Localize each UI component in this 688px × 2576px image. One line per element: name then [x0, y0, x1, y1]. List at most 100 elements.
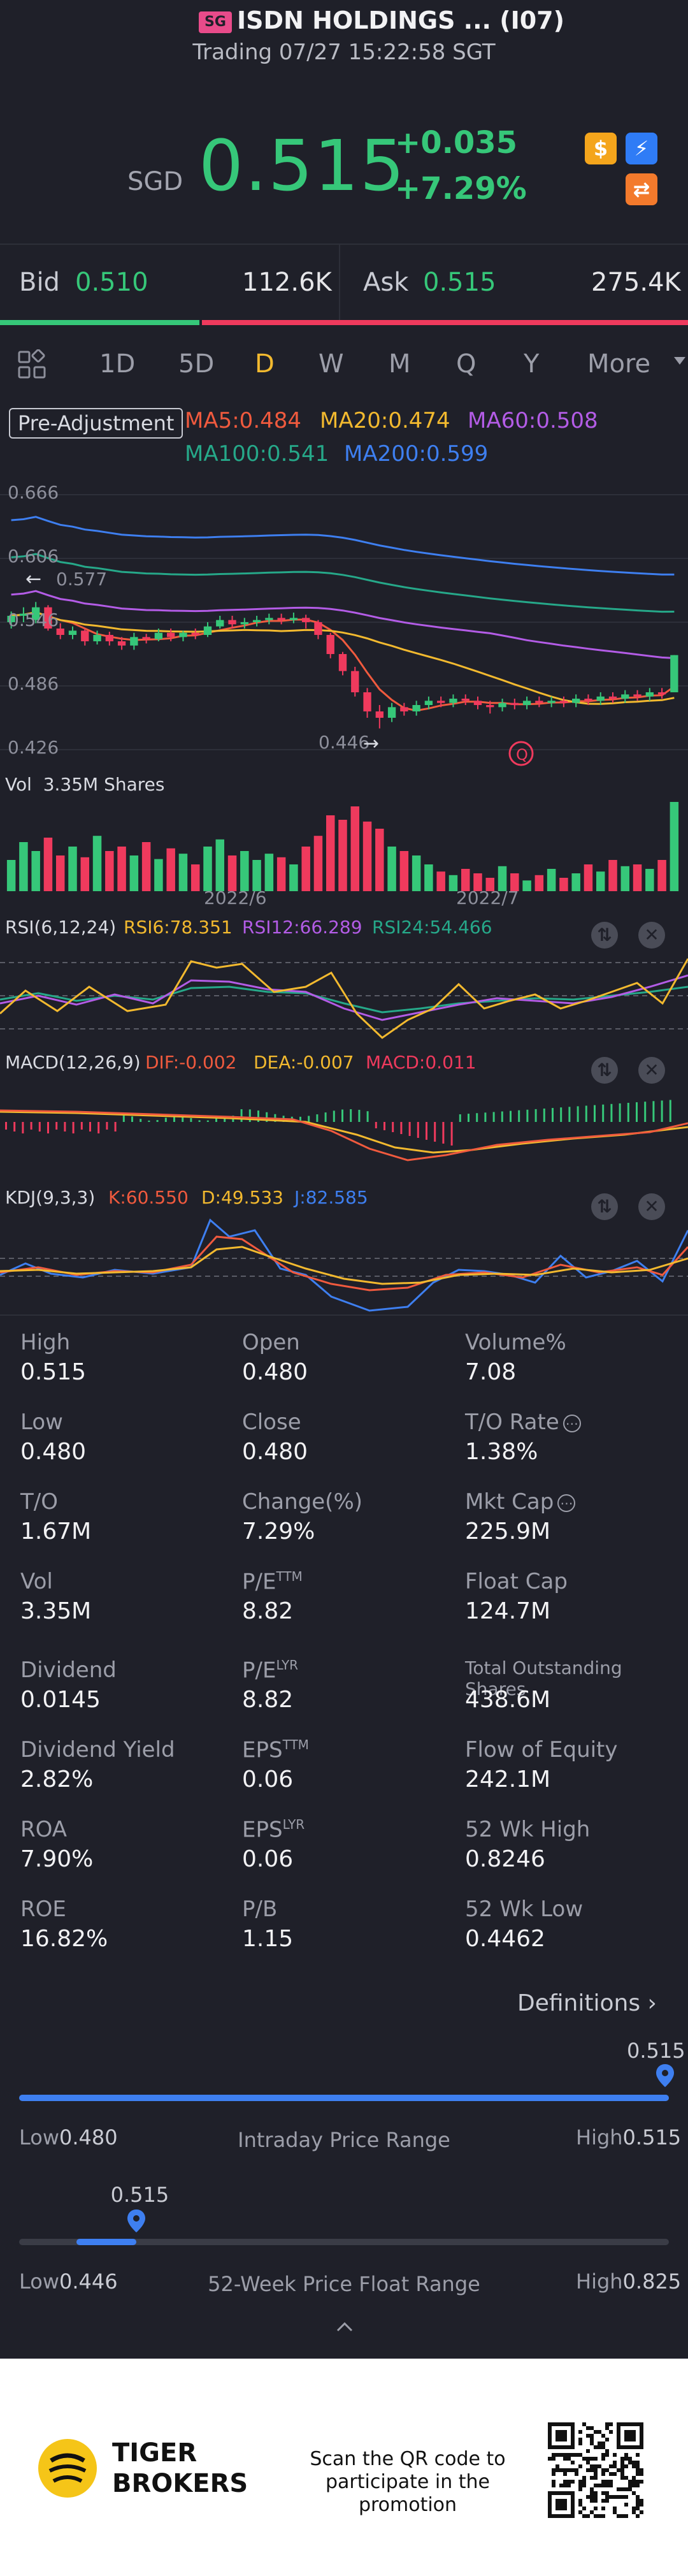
- macd-bar: [148, 1120, 150, 1122]
- rsi-label: RSI(6,12,24): [5, 917, 117, 938]
- intraday-range-fill: [19, 2095, 669, 2101]
- stat-label: Vol: [20, 1569, 53, 1594]
- volume-bar: [633, 864, 642, 891]
- svg-text:Q: Q: [516, 746, 528, 764]
- indicator-switch-icon[interactable]: ⇅: [591, 1057, 618, 1084]
- flash-icon[interactable]: ⚡: [626, 133, 657, 164]
- stat-value: 2.82%: [20, 1766, 94, 1793]
- kdj-chart[interactable]: [0, 1211, 688, 1313]
- volume-bar: [6, 860, 16, 891]
- info-icon[interactable]: ⋯: [563, 1414, 581, 1432]
- ma20-value: MA20:0.474: [320, 408, 450, 433]
- stat-value: 242.1M: [465, 1766, 551, 1793]
- ma60-value: MA60:0.508: [468, 408, 598, 433]
- macd-bar: [106, 1122, 108, 1130]
- tab-1d[interactable]: 1D: [99, 349, 136, 379]
- qr-code[interactable]: [548, 2422, 643, 2518]
- volume-bar: [399, 851, 409, 891]
- tiger-logo-icon: [38, 2439, 97, 2498]
- macd-bar: [341, 1109, 343, 1122]
- tab-m[interactable]: M: [389, 349, 411, 379]
- candle: [363, 692, 371, 711]
- macd-bar: [64, 1122, 66, 1132]
- swap-icon[interactable]: ⇄: [626, 173, 657, 205]
- candle: [437, 701, 445, 703]
- macd-value: MACD:0.011: [366, 1052, 477, 1073]
- quote-event-icon[interactable]: Q: [508, 741, 534, 766]
- close-icon[interactable]: ✕: [638, 922, 665, 949]
- low-marker-label: 0.446: [319, 732, 369, 753]
- dollar-icon[interactable]: $: [585, 133, 617, 164]
- rsi-chart[interactable]: [0, 942, 688, 1051]
- candle: [130, 637, 138, 646]
- chevron-down-icon[interactable]: [674, 357, 685, 365]
- tab-more[interactable]: More: [587, 349, 651, 379]
- macd-bar: [610, 1103, 613, 1122]
- tab-d[interactable]: D: [255, 349, 275, 379]
- close-icon[interactable]: ✕: [638, 1193, 665, 1220]
- volume-label: Vol 3.35M Shares: [5, 774, 165, 795]
- close-icon[interactable]: ✕: [638, 1057, 665, 1084]
- macd-bar: [215, 1118, 217, 1122]
- stat-label: ROA: [20, 1817, 68, 1842]
- stat-value: 225.9M: [465, 1518, 551, 1545]
- low-marker: 0.446 →: [319, 732, 379, 755]
- macd-bar: [375, 1122, 377, 1128]
- macd-bar: [476, 1113, 478, 1122]
- candle: [449, 699, 457, 703]
- stat-label: 52 Wk Low: [465, 1896, 584, 1922]
- tab-w[interactable]: W: [319, 349, 344, 379]
- volume-chart[interactable]: [0, 802, 688, 898]
- price-chart[interactable]: 0.666 0.606 0.546 0.486 0.426 ← 0.577 0.…: [0, 472, 688, 771]
- candle: [93, 635, 101, 641]
- stat-value: 0.8246: [465, 1846, 545, 1872]
- candle: [44, 607, 52, 629]
- indicator-switch-icon[interactable]: ⇅: [591, 922, 618, 949]
- info-icon[interactable]: ⋯: [557, 1494, 576, 1512]
- definitions-link[interactable]: Definitions ›: [517, 1990, 657, 2016]
- volume-bar: [657, 860, 666, 891]
- indicator-switch-icon[interactable]: ⇅: [591, 1193, 618, 1220]
- macd-bar: [594, 1105, 596, 1122]
- macd-bar: [383, 1122, 385, 1130]
- adjustment-toggle[interactable]: Pre-Adjustment: [9, 408, 183, 439]
- layout-grid-icon[interactable]: [17, 349, 48, 381]
- stat-label: Low: [20, 1409, 63, 1435]
- stat-label: T/O: [20, 1489, 58, 1515]
- stat-value: 0.480: [242, 1359, 308, 1385]
- volume-bar: [289, 864, 298, 891]
- ma200-line: [11, 516, 675, 576]
- stat-value: 0.0145: [20, 1687, 101, 1713]
- market-badge: SG: [199, 11, 232, 33]
- macd-bar: [417, 1122, 419, 1138]
- stat-value: 8.82: [242, 1598, 294, 1624]
- intraday-current-price: 0.515: [627, 2039, 685, 2063]
- tab-y[interactable]: Y: [524, 349, 540, 379]
- volume-bar: [436, 871, 445, 891]
- volume-bar: [596, 871, 605, 891]
- macd-bar: [89, 1122, 91, 1132]
- candle: [167, 632, 175, 637]
- volume-bar: [203, 847, 212, 891]
- tab-q[interactable]: Q: [456, 349, 477, 379]
- stat-value: 7.90%: [20, 1846, 94, 1872]
- macd-chart[interactable]: [0, 1077, 688, 1192]
- volume-bar: [55, 855, 65, 891]
- stat-label: P/B: [242, 1896, 278, 1922]
- macd-bar: [450, 1122, 453, 1146]
- stat-label: Change(%): [242, 1489, 363, 1515]
- volume-value: 3.35M Shares: [43, 774, 165, 795]
- location-pin-icon: [656, 2064, 674, 2087]
- divider: [0, 1314, 688, 1316]
- candle: [657, 692, 666, 695]
- brand-name: TIGER BROKERS: [112, 2438, 248, 2498]
- candle: [228, 620, 236, 625]
- chevron-up-icon[interactable]: [335, 2320, 354, 2333]
- stat-label: High: [20, 1330, 71, 1355]
- volume-bar: [522, 880, 531, 891]
- volume-bar: [510, 873, 519, 891]
- stock-title[interactable]: ISDN HOLDINGS ... (I07): [237, 6, 564, 34]
- bid-ratio-bar: [0, 320, 199, 325]
- macd-bar: [224, 1116, 226, 1122]
- tab-5d[interactable]: 5D: [178, 349, 215, 379]
